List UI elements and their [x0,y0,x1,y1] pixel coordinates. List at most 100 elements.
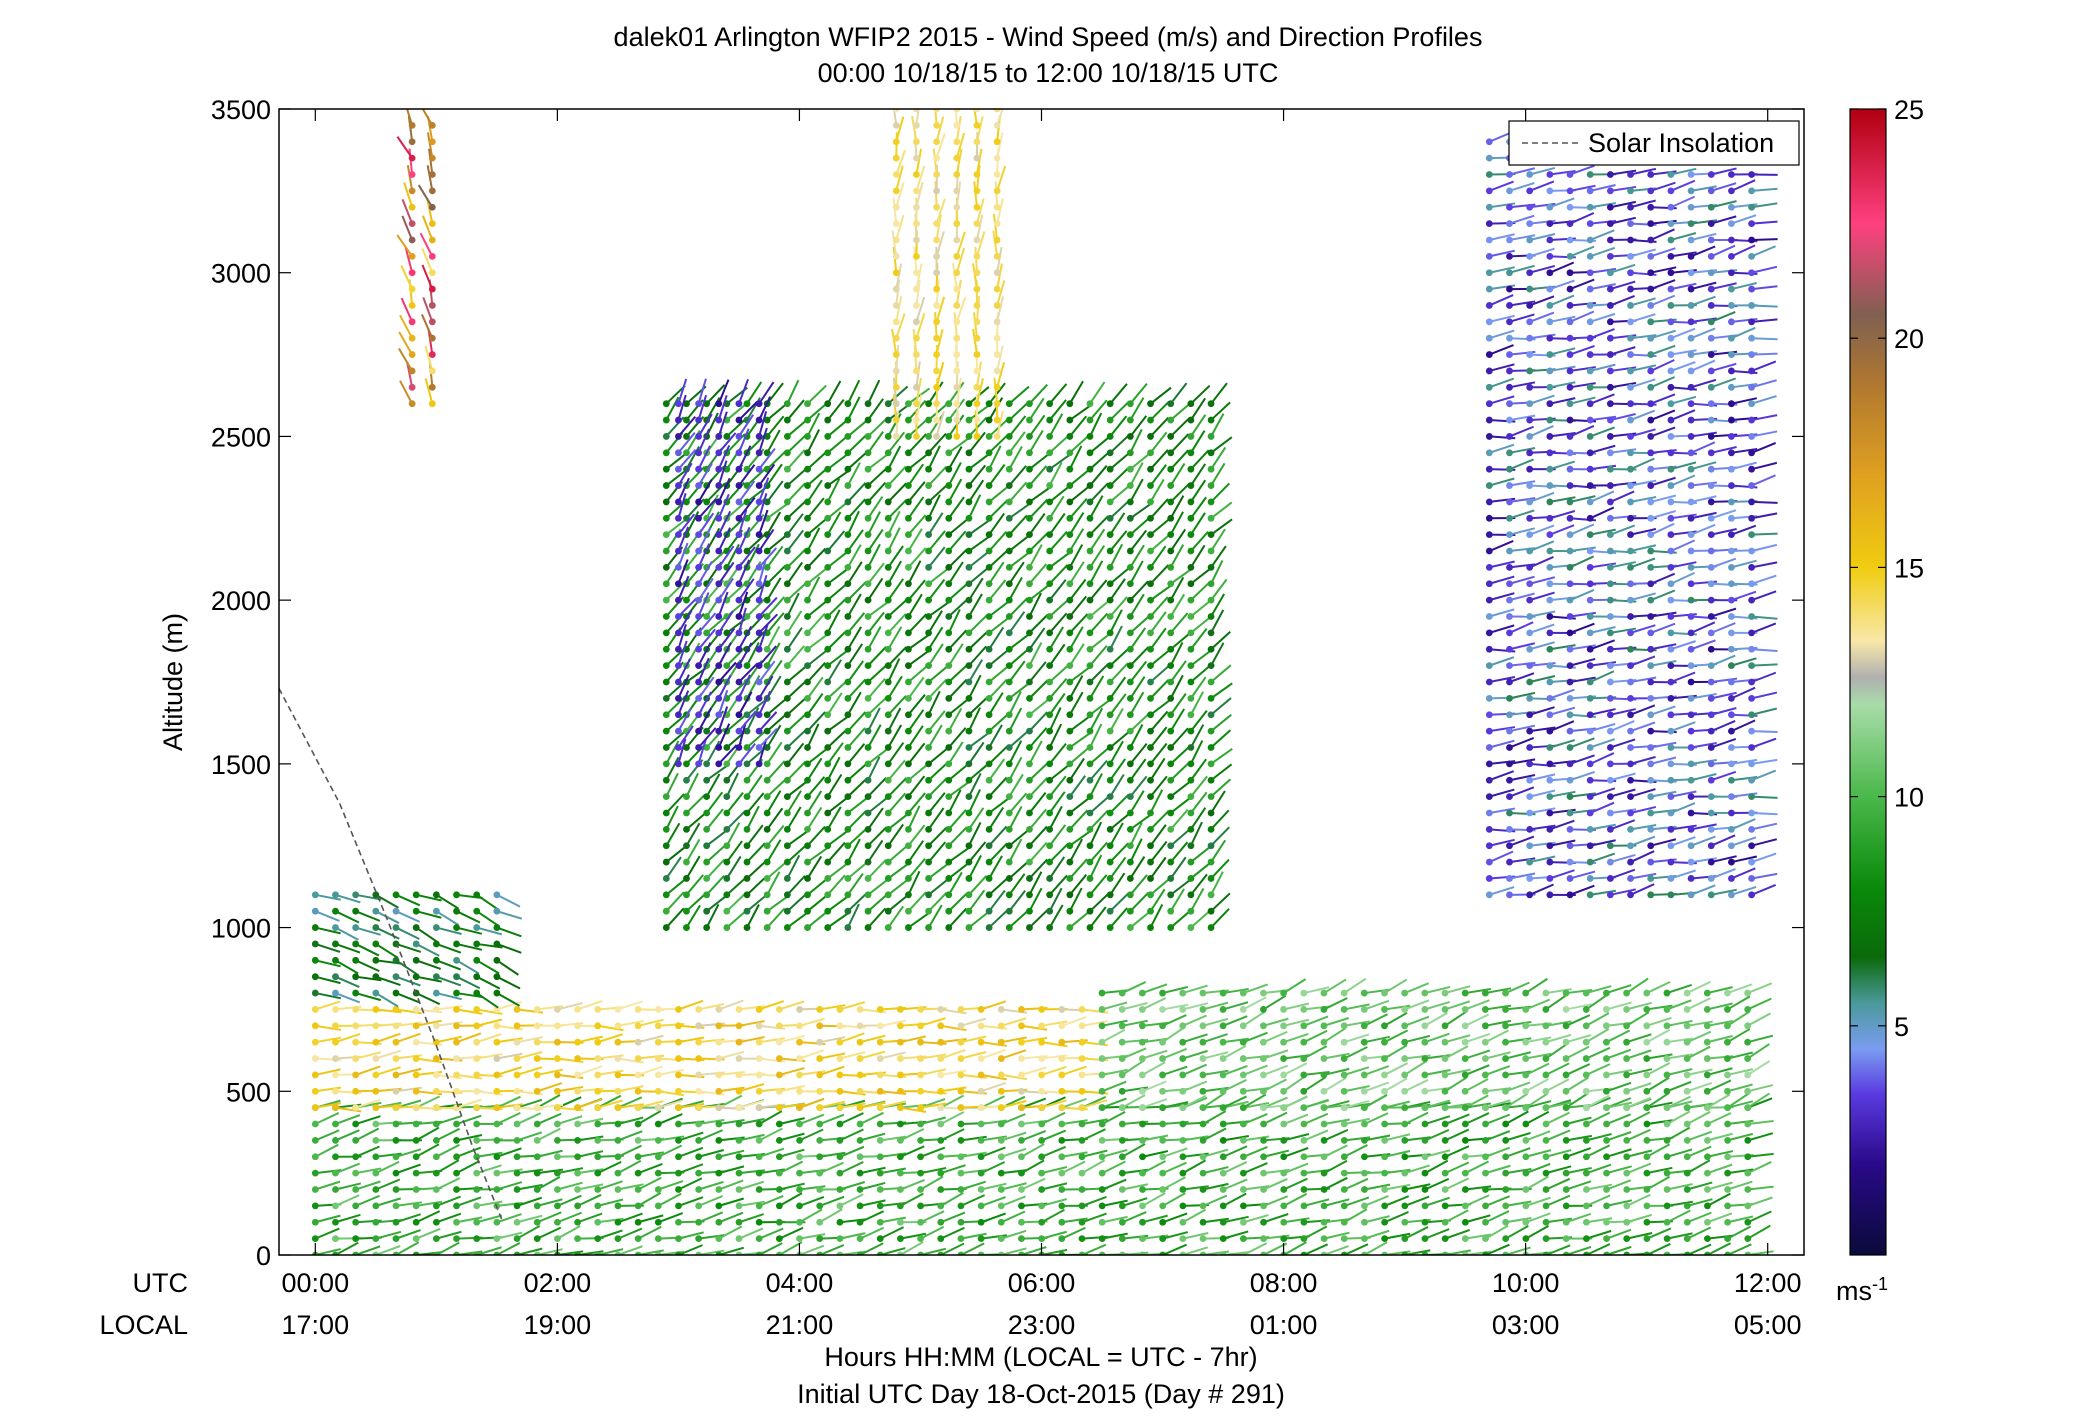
wind-barb-dot [917,1022,924,1030]
wind-barb-dot [844,711,852,719]
wind-barb-dot [1106,711,1114,719]
wind-barb-dot [1005,825,1013,833]
wind-barb-dot [1421,1038,1429,1046]
wind-barb-dot [876,1153,884,1161]
wind-barb-dot [884,776,892,784]
wind-barb-dot [804,449,811,457]
wind-barb-dot [1046,514,1054,522]
wind-barb [577,1065,603,1076]
wind-barb-dot [675,1087,682,1095]
wind-barb-dot [735,1251,743,1255]
wind-barb-dot [311,973,319,981]
wind-barb-dot [884,760,892,768]
wind-barb-dot [1187,416,1195,424]
wind-barb [900,1145,925,1158]
wind-barb-dot [993,334,1001,342]
wind-barb [1606,1081,1632,1093]
wind-barb [988,825,1008,847]
wind-barb-dot [1126,678,1134,686]
wind-barb-dot [453,1104,460,1112]
wind-barb [907,433,928,454]
wind-barb [953,312,958,339]
wind-barb-dot [905,924,912,931]
wind-barb-dot [1441,1251,1449,1255]
wind-barb [1666,1053,1693,1060]
wind-barb-dot [473,989,481,997]
wind-barb-dot [1026,678,1033,686]
wind-barb-dot [662,875,670,882]
wind-barb-dot [1522,1087,1530,1095]
wind-barb-dot [1340,1006,1348,1013]
wind-barb [1028,486,1052,503]
wind-barb-dot [1300,1055,1308,1062]
wind-barb-dot [1167,662,1175,670]
wind-barb [665,452,688,470]
wind-barb [1303,1112,1329,1125]
wind-barb-dot [1046,547,1054,555]
wind-barb [1048,791,1066,814]
wind-barb [1210,501,1233,520]
wind-barb-dot [703,825,711,833]
wind-barb-dot [1086,793,1094,800]
wind-barb-dot [824,875,832,882]
wind-barb-dot [1485,891,1493,899]
wind-barb-dot [1219,1120,1227,1128]
wind-barb-dot [1147,678,1154,686]
wind-barb-dot [1260,1087,1267,1095]
wind-barb-dot [1126,596,1134,604]
wind-barb-dot [723,842,731,850]
wind-barb [705,773,721,798]
wind-barb-dot [1300,1038,1308,1046]
wind-barb [1190,615,1212,634]
wind-barb-dot [1724,1120,1732,1128]
wind-barb [1444,1113,1470,1125]
wind-barb-dot [1106,694,1114,702]
wind-barb [355,1098,381,1109]
wind-barb-dot [1260,1055,1267,1062]
wind-barb-dot [945,825,953,833]
wind-barb-dot [1147,547,1154,555]
wind-barb [867,724,882,748]
wind-barb-dot [695,711,702,719]
wind-barb [1028,908,1049,929]
wind-barb-dot [937,1104,945,1112]
wind-barb-dot [973,252,981,260]
wind-barb-dot [1187,793,1195,800]
wind-barb-dot [614,1153,622,1161]
wind-barb [887,431,906,454]
wind-barb-dot [1005,727,1013,735]
wind-barb [766,402,788,421]
wind-barb-dot [453,956,460,964]
wind-barb-dot [1381,989,1388,997]
wind-barb-dot [1046,678,1054,686]
wind-barb-dot [763,776,771,784]
wind-barb [948,678,968,700]
wind-barb-dot [1683,1071,1691,1079]
wind-barb [1384,1150,1411,1158]
wind-barb-dot [1179,1186,1187,1193]
wind-barb-dot [654,1202,662,1210]
wind-barb-dot [1078,1169,1086,1177]
wind-barb-dot [844,580,852,588]
wind-barb-dot [965,825,973,833]
wind-barb [557,1002,583,1011]
wind-barb [847,462,861,487]
wind-barb-dot [735,1169,743,1177]
wind-barb-dot [1603,1186,1610,1193]
wind-barb-dot [1562,1137,1570,1144]
wind-barb-dot [1320,989,1328,997]
wind-barb-dot [715,449,723,457]
wind-barb-dot [1207,776,1215,784]
wind-barb [1565,1076,1589,1093]
wind-barb [758,1227,784,1240]
wind-barb [839,1102,866,1109]
wind-barb-dot [892,236,900,244]
wind-barb-dot [1482,1120,1489,1128]
wind-barb-dot [824,449,832,457]
wind-barb-dot [1260,1071,1267,1079]
wind-barb-dot [723,907,731,915]
wind-barb [806,662,826,683]
wind-barb-dot [905,580,912,588]
wind-barb-dot [1058,1022,1066,1030]
wind-barb [1028,512,1046,536]
